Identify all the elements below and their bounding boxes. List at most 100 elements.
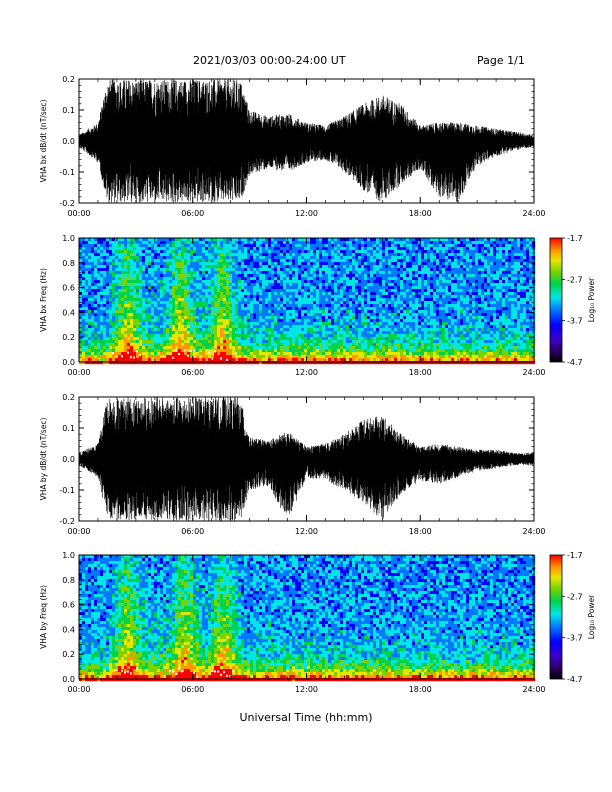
spectrogram-cell [136,322,140,326]
spectrogram-cell [382,343,386,347]
spectrogram-cell [283,355,287,359]
spectrogram-cell [214,250,218,254]
spectrogram-cell [289,322,293,326]
spectrogram-cell [286,244,290,248]
spectrogram-cell [250,331,254,335]
spectrogram-cell [199,331,203,335]
spectrogram-cell [259,358,263,362]
spectrogram-cell [94,265,98,269]
spectrogram-cell [91,274,95,278]
spectrogram-cell [421,316,425,320]
spectrogram-cell [355,316,359,320]
spectrogram-cell [301,262,305,266]
spectrogram-cell [256,343,260,347]
spectrogram-cell [256,310,260,314]
spectrogram-cell [337,247,341,251]
spectrogram-cell [325,322,329,326]
spectrogram-cell [262,289,266,293]
spectrogram-cell [403,268,407,272]
spectrogram-cell [322,346,326,350]
spectrogram-cell [223,355,227,359]
spectrogram-cell [202,361,206,365]
spectrogram-cell [397,307,401,311]
spectrogram-cell [352,241,356,245]
spectrogram-cell [265,343,269,347]
spectrogram-cell [322,271,326,275]
spectrogram-cell [361,316,365,320]
spectrogram-cell [118,295,122,299]
spectrogram-cell [190,358,194,362]
spectrogram-cell [358,304,362,308]
spectrogram-cell [307,316,311,320]
spectrogram-cell [109,343,113,347]
spectrogram-cell [112,310,116,314]
spectrogram-cell [412,316,416,320]
spectrogram-cell [226,295,230,299]
spectrogram-cell [397,238,401,242]
spectrogram-cell [418,271,422,275]
spectrogram-cell [109,259,113,263]
spectrogram-cell [85,301,89,305]
spectrogram-cell [355,268,359,272]
spectrogram-cell [229,343,233,347]
spectrogram-cell [313,334,317,338]
spectrogram-cell [283,361,287,365]
spectrogram-cell [295,283,299,287]
spectrogram-cell [88,268,92,272]
spectrogram-cell [241,253,245,257]
spectrogram-cell [313,325,317,329]
spectrogram-cell [379,247,383,251]
spectrogram-cell [256,244,260,248]
spectrogram-cell [295,268,299,272]
spectrogram-cell [109,307,113,311]
spectrogram-cell [250,265,254,269]
spectrogram-cell [178,274,182,278]
spectrogram-cell [253,346,257,350]
spectrogram-cell [187,271,191,275]
spectrogram-cell [373,262,377,266]
spectrogram-cell [331,355,335,359]
spectrogram-cell [379,298,383,302]
spectrogram-cell [406,304,410,308]
spectrogram-cell [238,304,242,308]
spectrogram-cell [298,298,302,302]
spectrogram-cell [415,295,419,299]
spectrogram-cell [79,331,83,335]
spectrogram-cell [253,289,257,293]
spectrogram-cell [370,274,374,278]
spectrogram-cell [244,283,248,287]
spectrogram-cell [250,262,254,266]
spectrogram-cell [211,307,215,311]
spectrogram-cell [187,343,191,347]
spectrogram-cell [235,322,239,326]
spectrogram-cell [169,349,173,353]
spectrogram-cell [388,325,392,329]
spectrogram-cell [181,247,185,251]
spectrogram-cell [385,337,389,341]
spectrogram-cell [94,322,98,326]
spectrogram-cell [283,274,287,278]
spectrogram-cell [379,250,383,254]
spectrogram-cell [334,247,338,251]
spectrogram-cell [184,268,188,272]
spectrogram-cell [88,280,92,284]
spectrogram-cell [418,331,422,335]
spectrogram-cell [316,328,320,332]
spectrogram-cell [412,298,416,302]
spectrogram-cell [259,256,263,260]
spectrogram-cell [160,259,164,263]
spectrogram-cell [241,274,245,278]
spectrogram-cell [226,307,230,311]
spectrogram-cell [334,295,338,299]
spectrogram-cell [298,307,302,311]
spectrogram-cell [136,271,140,275]
spectrogram-cell [106,349,110,353]
spectrogram-cell [394,304,398,308]
spectrogram-cell [160,295,164,299]
spectrogram-cell [223,316,227,320]
spectrogram-cell [154,313,158,317]
spectrogram-cell [373,343,377,347]
spectrogram-cell [298,238,302,242]
spectrogram-cell [328,274,332,278]
spectrogram-cell [379,259,383,263]
